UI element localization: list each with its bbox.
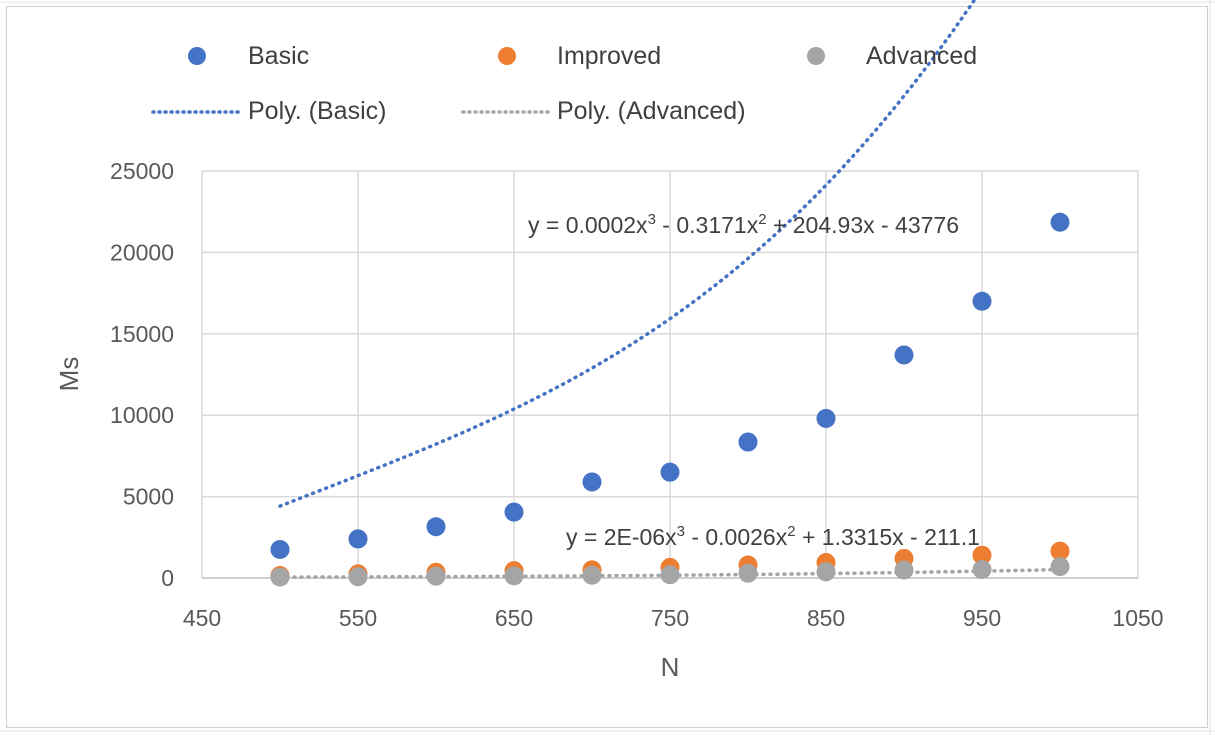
eq-adv-part3: + 1.3315x - 211.1 — [796, 524, 980, 550]
y-tick-label-20000: 20000 — [110, 239, 174, 265]
legend-label-advanced: Advanced — [866, 42, 977, 70]
point-advanced-1000 — [1050, 557, 1070, 577]
eq-basic-part1: y = 0.0002x — [528, 212, 648, 238]
legend-label-poly-basic: Poly. (Basic) — [248, 97, 386, 125]
legend-marker-basic — [188, 47, 206, 65]
eq-basic-part2: - 0.3171x — [656, 212, 759, 238]
x-axis-title: N — [661, 652, 680, 682]
eq-adv-part2: - 0.0026x — [685, 524, 788, 550]
eq-basic-exp1: 3 — [648, 211, 656, 228]
point-advanced-600 — [426, 566, 446, 586]
legend-marker-improved — [498, 47, 516, 65]
x-tick-label-550: 550 — [339, 605, 377, 631]
x-tick-label-750: 750 — [651, 605, 689, 631]
point-basic-800 — [738, 432, 758, 452]
legend-item-advanced[interactable]: Advanced — [807, 42, 977, 70]
point-advanced-850 — [816, 562, 836, 582]
chart-area[interactable] — [6, 6, 1208, 728]
trendline-poly-basic — [278, 0, 977, 508]
point-advanced-700 — [582, 565, 602, 585]
point-basic-500 — [270, 540, 290, 560]
legend-label-basic: Basic — [248, 42, 309, 70]
point-improved-950 — [972, 545, 992, 565]
y-tick-label-15000: 15000 — [110, 321, 174, 347]
point-basic-750 — [660, 462, 680, 482]
point-basic-950 — [972, 291, 992, 311]
data-points — [270, 212, 1070, 587]
eq-basic-part3: + 204.93x - 43776 — [767, 212, 959, 238]
legend-marker-advanced — [807, 47, 825, 65]
trendline-poly-advanced — [278, 567, 1062, 579]
legend: Basic Improved Advanced Poly. (Basic) Po… — [151, 42, 977, 125]
legend-item-basic[interactable]: Basic — [188, 42, 309, 70]
y-axis-title: Ms — [54, 357, 84, 392]
y-tick-label-5000: 5000 — [123, 484, 174, 510]
eq-adv-exp2: 2 — [787, 523, 795, 540]
y-tick-label-0: 0 — [161, 565, 174, 591]
point-basic-1000 — [1050, 212, 1070, 232]
x-axis-tick-labels: 450 550 650 750 850 950 1050 — [183, 605, 1164, 631]
trendline-equation-basic[interactable]: y = 0.0002x3 - 0.3171x2 + 204.93x - 4377… — [528, 211, 959, 238]
y-tick-label-10000: 10000 — [110, 402, 174, 428]
x-tick-label-450: 450 — [183, 605, 221, 631]
point-basic-700 — [582, 472, 602, 492]
legend-item-poly-advanced[interactable]: Poly. (Advanced) — [461, 97, 746, 125]
x-tick-label-850: 850 — [807, 605, 845, 631]
legend-label-poly-advanced: Poly. (Advanced) — [557, 97, 746, 125]
point-advanced-800 — [738, 563, 758, 583]
x-tick-label-950: 950 — [963, 605, 1001, 631]
point-basic-600 — [426, 517, 446, 537]
point-advanced-550 — [348, 567, 368, 587]
x-tick-label-650: 650 — [495, 605, 533, 631]
legend-label-improved: Improved — [557, 42, 661, 70]
trendline-equation-advanced[interactable]: y = 2E-06x3 - 0.0026x2 + 1.3315x - 211.1 — [566, 523, 980, 550]
y-tick-label-25000: 25000 — [110, 158, 174, 184]
point-basic-550 — [348, 529, 368, 549]
legend-item-poly-basic[interactable]: Poly. (Basic) — [151, 97, 386, 125]
point-advanced-900 — [894, 560, 914, 580]
x-tick-label-1050: 1050 — [1112, 605, 1163, 631]
point-improved-1000 — [1050, 541, 1070, 561]
trendlines — [278, 0, 1062, 579]
legend-item-improved[interactable]: Improved — [498, 42, 661, 70]
point-advanced-650 — [504, 566, 524, 586]
point-basic-900 — [894, 345, 914, 365]
eq-basic-exp2: 2 — [758, 211, 766, 228]
eq-adv-exp1: 3 — [677, 523, 685, 540]
eq-adv-part1: y = 2E-06x — [566, 524, 677, 550]
y-axis-tick-labels: 0 5000 10000 15000 20000 25000 — [110, 158, 174, 591]
point-basic-650 — [504, 502, 524, 522]
point-advanced-750 — [660, 565, 680, 585]
point-advanced-950 — [972, 560, 992, 580]
point-advanced-500 — [270, 567, 290, 587]
point-basic-850 — [816, 408, 836, 428]
